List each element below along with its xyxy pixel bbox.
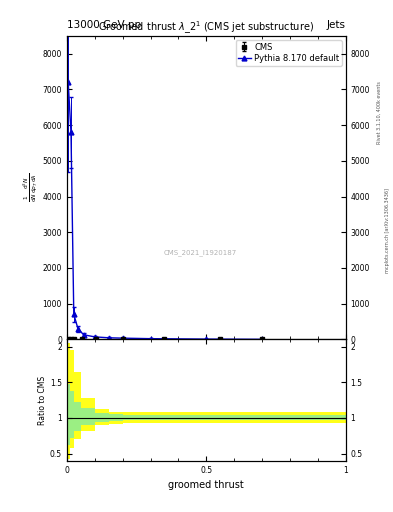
Pythia 8.170 default — [204, 336, 209, 342]
Title: Groomed thrust $\lambda\_2^1$ (CMS jet substructure): Groomed thrust $\lambda\_2^1$ (CMS jet s… — [98, 19, 314, 36]
Pythia 8.170 default — [106, 335, 111, 341]
Pythia 8.170 default — [69, 129, 73, 135]
Pythia 8.170 default — [120, 335, 125, 341]
Pythia 8.170 default — [260, 336, 264, 343]
Text: 13000 GeV pp: 13000 GeV pp — [67, 20, 141, 31]
Pythia 8.170 default — [75, 326, 80, 332]
Text: mcplots.cern.ch [arXiv:1306.3436]: mcplots.cern.ch [arXiv:1306.3436] — [385, 188, 389, 273]
Text: CMS_2021_I1920187: CMS_2021_I1920187 — [164, 249, 237, 256]
Text: Rivet 3.1.10, 400k events: Rivet 3.1.10, 400k events — [377, 81, 382, 144]
Y-axis label: $\frac{1}{\mathrm{d}N}\frac{\mathrm{d}^2 N}{\mathrm{d}p_T\,\mathrm{d}\lambda}$: $\frac{1}{\mathrm{d}N}\frac{\mathrm{d}^2… — [22, 173, 40, 202]
Y-axis label: Ratio to CMS: Ratio to CMS — [38, 375, 47, 424]
Pythia 8.170 default — [92, 334, 97, 340]
Line: Pythia 8.170 default: Pythia 8.170 default — [66, 80, 264, 342]
Pythia 8.170 default — [148, 335, 153, 342]
Legend: CMS, Pythia 8.170 default: CMS, Pythia 8.170 default — [236, 40, 342, 66]
Pythia 8.170 default — [66, 79, 71, 86]
X-axis label: groomed thrust: groomed thrust — [169, 480, 244, 490]
Pythia 8.170 default — [81, 332, 86, 338]
Text: Jets: Jets — [327, 20, 346, 31]
Pythia 8.170 default — [72, 311, 76, 317]
